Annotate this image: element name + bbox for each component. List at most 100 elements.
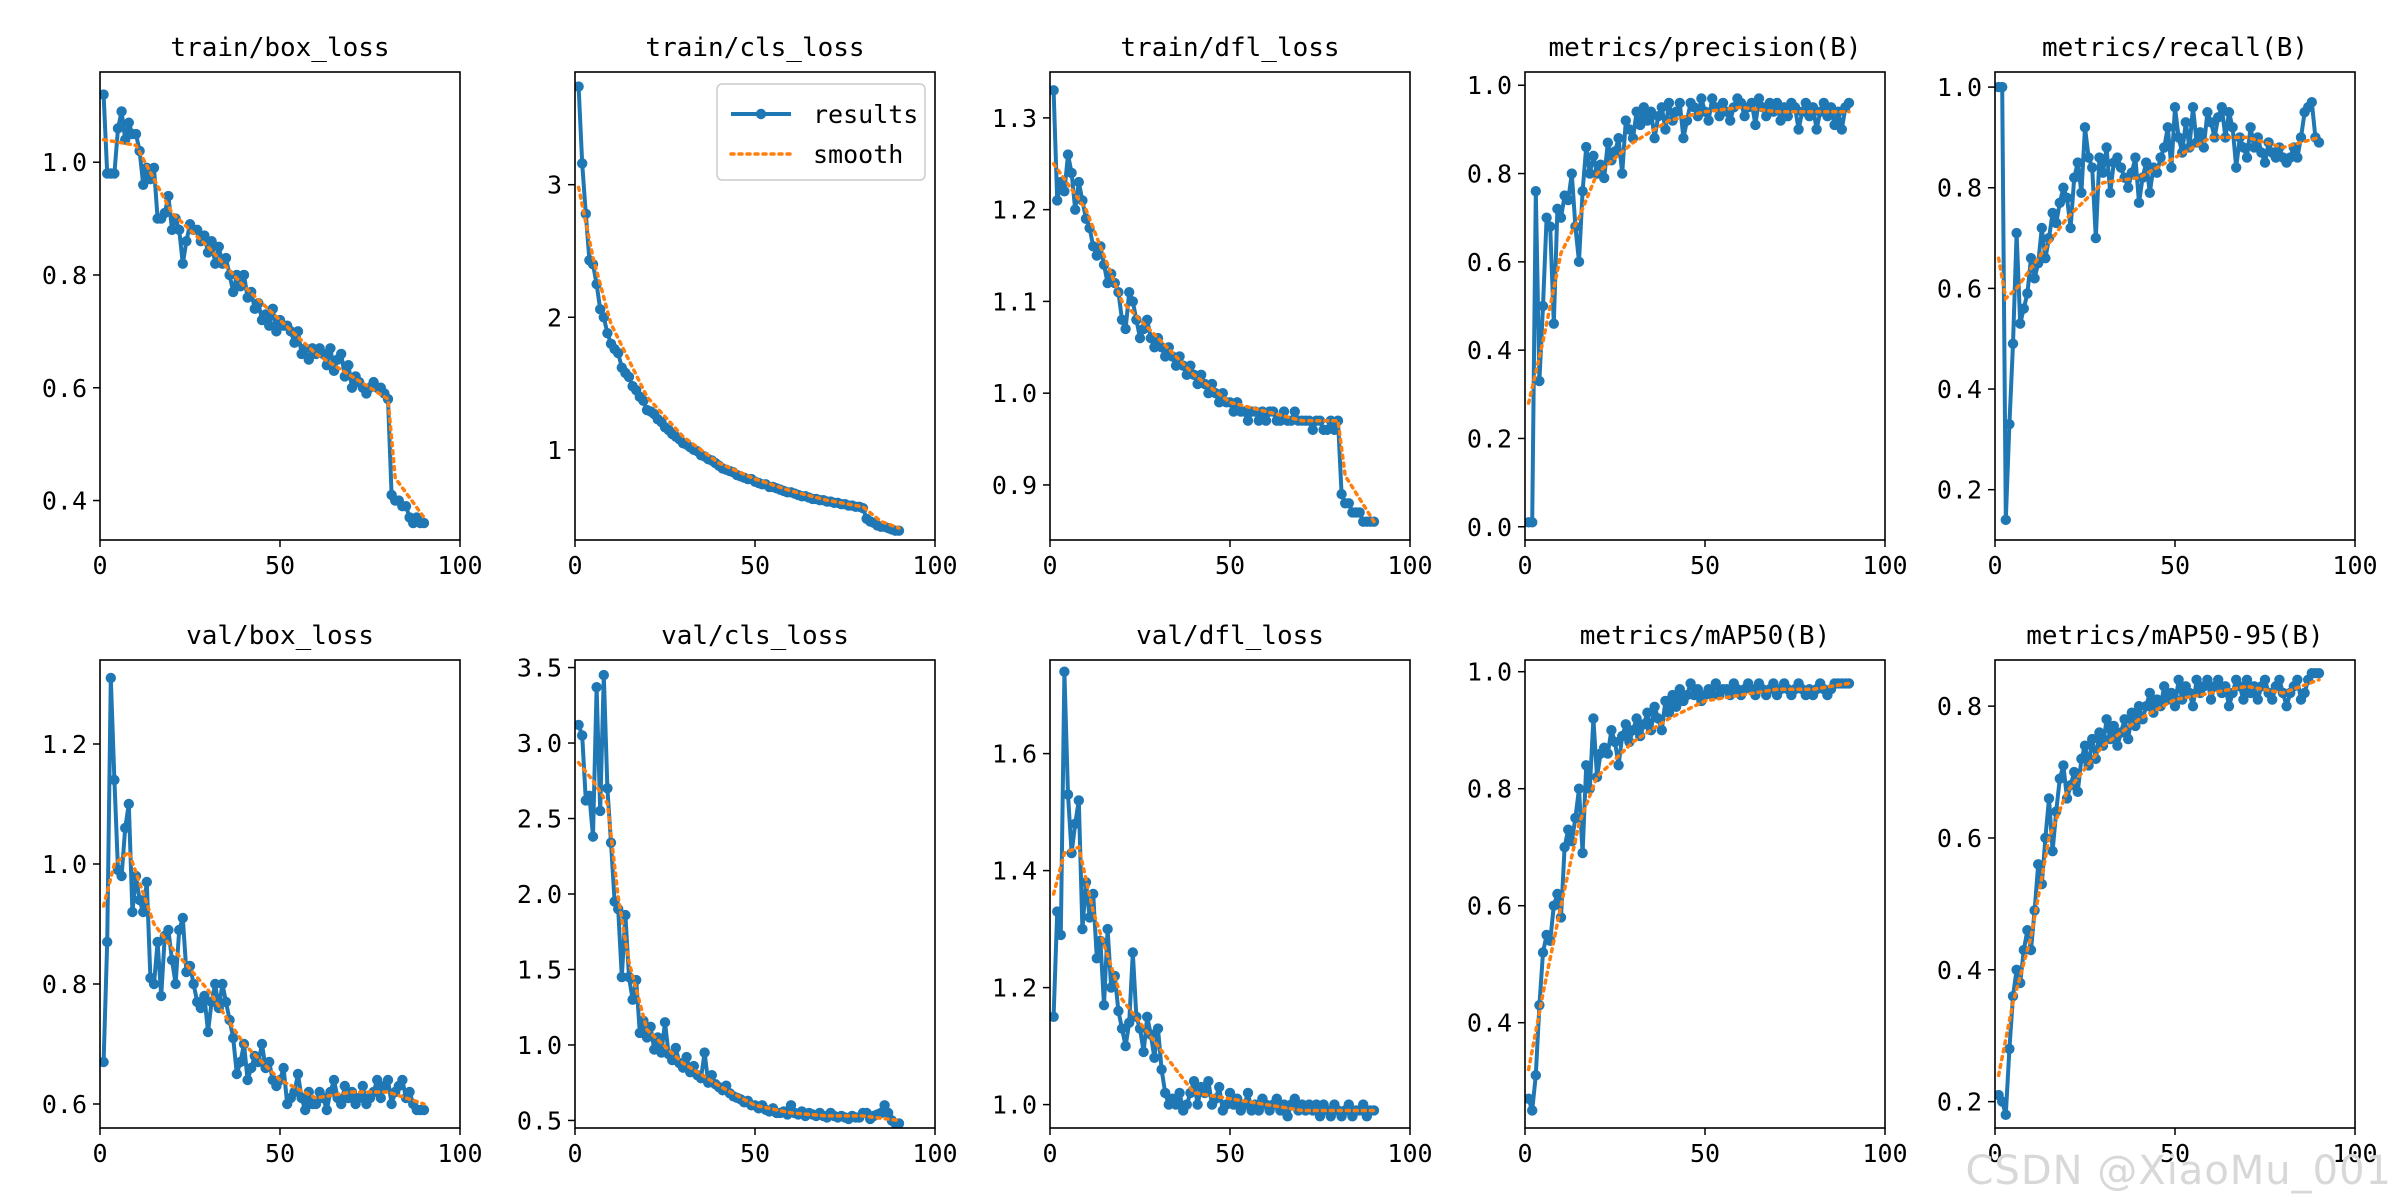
data-point [577,158,588,169]
data-point [1066,167,1077,179]
plot-area [1050,85,1380,527]
data-point [2133,197,2145,209]
data-point [357,1080,368,1092]
data-point [1070,204,1081,215]
data-point [1116,1023,1128,1034]
chart-panel: metrics/mAP50(B) 0 50 100 0.4 0.6 0.8 1.0 [1467,621,1908,1168]
data-point [659,1017,671,1028]
data-point [174,224,185,236]
data-point [1660,124,1671,135]
data-point [1620,719,1632,730]
data-point [2083,152,2094,163]
data-point [372,1074,383,1086]
data-point [1116,314,1128,325]
data-point [577,730,588,741]
data-point [2040,252,2051,264]
y-tick-label: 0.4 [1467,1009,1512,1038]
data-point [2274,674,2285,685]
data-point [1638,719,1650,730]
data-point [1152,1023,1164,1034]
series-line-results [1528,96,1851,525]
data-point [1138,1046,1149,1058]
y-tick-label: 2.0 [517,880,562,909]
data-point [1282,1111,1293,1122]
data-point [138,179,149,190]
chart-title: val/dfl_loss [1136,621,1324,651]
data-point [2169,102,2181,113]
data-point [238,269,250,281]
data-point [1782,110,1794,122]
y-tick-label: 0.8 [1937,692,1982,721]
data-point [1617,730,1628,742]
data-point [1552,203,1563,215]
data-point [346,382,358,393]
data-point [100,1056,109,1068]
y-tick-label: 0.6 [1937,824,1982,853]
data-point [2180,117,2191,128]
data-point [2061,192,2073,204]
data-point [1804,110,1815,122]
data-point [1059,186,1070,197]
data-point [1113,1005,1124,1017]
legend-results-marker [755,108,767,120]
y-tick-label: 0.2 [1937,1088,1982,1117]
data-point [1696,93,1707,104]
data-point [296,1092,307,1104]
series-line-smooth [576,760,901,1123]
data-point [1545,221,1556,232]
plot-frame [99,659,461,1129]
data-point [1203,387,1214,399]
data-point [1653,713,1664,724]
data-point [1325,415,1337,426]
data-point [386,1098,397,1110]
data-point [2076,753,2087,765]
data-point [1124,1017,1135,1028]
data-point [1674,97,1686,109]
data-point [2285,152,2296,163]
x-tick-label: 0 [1517,551,1532,580]
data-point [1314,1111,1326,1122]
data-point [2000,1109,2012,1121]
data-point [2259,674,2271,685]
data-point [1725,115,1736,126]
data-point [1581,760,1592,771]
data-point [1671,701,1682,712]
data-point [1548,318,1560,329]
data-point [354,1092,365,1104]
data-point [336,348,347,360]
chart-title: metrics/precision(B) [1548,33,1861,63]
y-tick-label: 1.2 [42,730,87,759]
data-point [1559,842,1570,853]
data-point [2295,132,2307,143]
data-point [1170,1099,1182,1110]
data-point [2090,232,2101,244]
data-point [1534,375,1545,387]
data-point [2072,786,2083,798]
data-point [591,681,602,693]
data-point [584,790,595,802]
data-point [1062,149,1074,160]
data-point [1124,287,1135,298]
data-point [1242,1087,1254,1099]
data-point [1120,323,1131,335]
data-point [2173,674,2184,685]
data-point [2187,700,2199,712]
data-point [2205,694,2217,705]
data-point [2245,122,2256,133]
x-tick-label: 50 [1215,1139,1245,1168]
y-tick-label: 0.8 [1937,174,1982,203]
data-point [2130,152,2141,163]
data-point [1552,888,1563,900]
data-point [1530,186,1542,197]
data-point [220,252,232,264]
data-point [181,235,192,247]
data-point [109,168,120,179]
data-point [156,990,167,1002]
chart-panel: metrics/precision(B) 0 50 100 0.0 0.2 0.4 0.6 0.… [1467,33,1908,580]
x-tick-label: 100 [912,551,957,580]
data-point [1753,93,1765,104]
data-point [289,337,300,348]
data-point [1624,124,1635,135]
data-point [199,230,210,241]
